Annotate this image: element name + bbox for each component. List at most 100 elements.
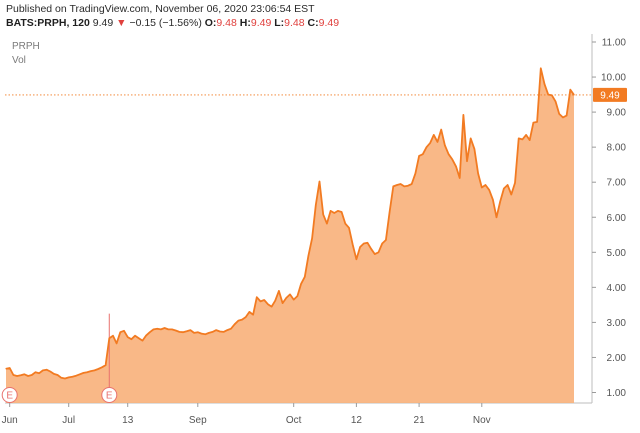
price-point (562, 116, 564, 118)
price-point (448, 153, 450, 155)
price-point (532, 122, 535, 124)
price-point (263, 299, 265, 301)
price-point (499, 200, 501, 203)
price-point (366, 242, 369, 244)
price-point (211, 331, 214, 333)
price-point (555, 101, 557, 103)
price-point (355, 258, 357, 260)
price-point (322, 213, 324, 215)
y-tick-label: 5.00 (607, 248, 627, 259)
price-point (451, 158, 453, 160)
price-point (403, 185, 405, 187)
last-price-tag-label: 9.49 (600, 90, 620, 101)
price-point (49, 370, 51, 373)
high-label: H: (239, 17, 251, 29)
price-point (267, 303, 269, 305)
price-point (466, 160, 468, 162)
price-point (411, 183, 413, 185)
price-point (237, 320, 239, 322)
price-point (318, 180, 321, 183)
price-point (433, 134, 435, 136)
price-point (226, 329, 228, 331)
price-point (477, 172, 479, 174)
price-point (112, 335, 114, 337)
price-point (38, 372, 40, 374)
x-tick-label: 21 (414, 415, 426, 426)
price-point (152, 328, 155, 330)
price-point (392, 185, 394, 187)
price-point (536, 121, 538, 123)
price-point (208, 332, 210, 334)
price-point (57, 374, 59, 376)
price-point (573, 94, 575, 96)
price-point (215, 329, 217, 331)
price-point (462, 114, 464, 116)
price-point (178, 331, 180, 333)
price-point (93, 369, 96, 371)
price-point (116, 342, 118, 344)
price-point (518, 137, 520, 139)
price-point (495, 216, 498, 218)
price-point (440, 129, 442, 131)
open-label: O: (204, 17, 217, 29)
y-tick-label: 4.00 (607, 283, 627, 294)
x-tick-label: Oct (286, 415, 302, 426)
price-point (79, 373, 81, 375)
earnings-badge[interactable] (1, 387, 18, 403)
price-point (326, 223, 328, 225)
price-point (200, 333, 203, 335)
last-price: 9.49 (92, 17, 114, 29)
price-point (23, 373, 25, 375)
published-caption: Published on TradingView.com, November 0… (6, 3, 315, 15)
price-point (16, 375, 18, 377)
x-tick-label: Jun (2, 415, 18, 426)
price-point (46, 369, 48, 371)
price-point (193, 332, 195, 334)
price-point (333, 212, 335, 214)
price-point (414, 172, 416, 174)
price-point (566, 115, 568, 117)
price-point (34, 371, 37, 373)
price-point (341, 211, 343, 213)
earnings-badge[interactable] (101, 387, 118, 403)
price-point (455, 165, 457, 167)
price-point (105, 364, 107, 366)
price-point (271, 306, 273, 308)
x-tick-label: Sep (189, 415, 207, 426)
price-point (569, 89, 571, 91)
price-point (344, 223, 346, 225)
price-point (71, 376, 73, 378)
low-label: L: (274, 17, 285, 29)
price-point (123, 330, 125, 332)
price-point (330, 210, 332, 212)
earnings-badge-label: E (6, 391, 13, 402)
price-point (507, 184, 509, 186)
y-tick-label: 1.00 (607, 388, 627, 399)
y-tick-label: 6.00 (607, 213, 627, 224)
price-point (282, 302, 284, 304)
price-point (12, 374, 14, 376)
price-point (278, 290, 280, 292)
price-point (481, 186, 483, 189)
price-point (293, 299, 295, 301)
price-point (101, 366, 103, 368)
price-point (377, 251, 380, 253)
price-point (42, 369, 44, 371)
price-point (186, 330, 188, 332)
price-point (370, 248, 372, 250)
price-point (425, 146, 428, 148)
price-point (473, 148, 475, 150)
price-point (223, 331, 225, 333)
price-point (68, 376, 70, 378)
y-tick-label: 8.00 (607, 143, 627, 154)
quote-line: BATS:PRPH, 120 9.49 ▼ −0.15 (−1.56%) O:9… (6, 17, 339, 29)
price-point (53, 373, 55, 375)
price-point (444, 144, 446, 146)
x-tick-label: 12 (351, 415, 363, 426)
price-point (130, 338, 132, 340)
x-tick-label: Jul (62, 415, 75, 426)
legend-volume: Vol (12, 55, 26, 66)
price-point (141, 340, 144, 342)
price-point (134, 335, 136, 337)
